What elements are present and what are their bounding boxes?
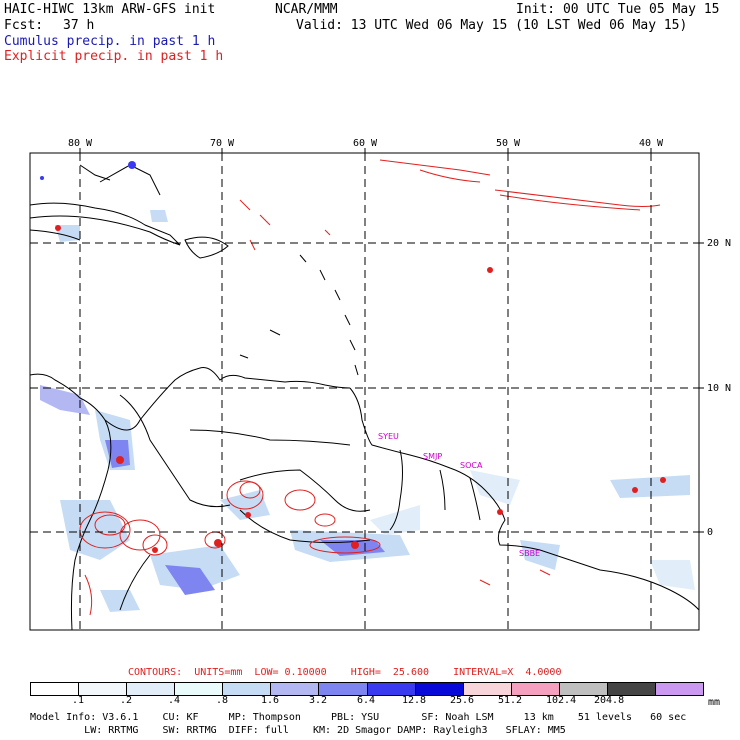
lon-label-80w: 80 W <box>68 138 93 149</box>
colorbar-tick-label: 25.6 <box>450 695 475 706</box>
colorbar-labels: .1 .2 .4 .8 1.6 3.2 6.4 12.8 25.6 51.2 102.4 204.8 <box>30 695 702 707</box>
colorbar-tick-label: 204.8 <box>594 695 625 706</box>
explicit-legend: Explicit precip. in past 1 h <box>4 49 224 64</box>
lat-label-20n: 20 N <box>707 238 731 249</box>
lat-label-10n: 10 N <box>707 383 731 394</box>
model-title: HAIC-HIWC 13km ARW-GFS init <box>4 2 216 17</box>
coastlines <box>29 164 700 631</box>
colorbar-swatch <box>511 683 560 695</box>
lon-label-60w: 60 W <box>353 138 378 149</box>
cumulus-legend: Cumulus precip. in past 1 h <box>4 34 216 49</box>
station-label-soca: SOCA <box>460 461 483 470</box>
lon-label-40w: 40 W <box>639 138 664 149</box>
lat-label-eq: 0 <box>707 527 713 538</box>
model-info-line1: Model Info: V3.6.1 CU: KF MP: Thompson P… <box>30 712 687 723</box>
frame-ticks <box>79 148 704 533</box>
colorbar-tick-label: .1 <box>71 695 85 706</box>
lon-label-50w: 50 W <box>496 138 521 149</box>
colorbar-swatch <box>463 683 512 695</box>
colorbar-tick-label: .8 <box>215 695 229 706</box>
graticule <box>30 153 699 630</box>
colorbar-swatch <box>31 683 80 695</box>
cumulus-precip-areas <box>40 210 695 612</box>
forecast-hours: 37 h <box>63 18 95 33</box>
colorbar-swatch <box>175 683 224 695</box>
colorbar-tick-label: 3.2 <box>308 695 328 706</box>
forecast-label: Fcst: <box>4 18 44 33</box>
colorbar-tick-label: 1.6 <box>260 695 280 706</box>
model-info-line2: LW: RRTMG SW: RRTMG DIFF: full KM: 2D Sm… <box>30 725 566 736</box>
colorbar-swatch <box>79 683 128 695</box>
station-label-syeu: SYEU <box>378 432 399 441</box>
colorbar <box>30 682 704 696</box>
colorbar-swatch <box>271 683 320 695</box>
lesser-antilles <box>239 254 359 376</box>
colorbar-swatch <box>607 683 657 695</box>
explicit-precip-contours <box>79 159 661 616</box>
init-time: Init: 00 UTC Tue 05 May 15 <box>516 2 720 17</box>
colorbar-tick-label: .2 <box>119 695 133 706</box>
station-label-smjp: SMJP <box>423 452 442 461</box>
contours-info: CONTOURS: UNITS=mm LOW= 0.10000 HIGH= 25… <box>128 667 562 678</box>
colorbar-swatch <box>367 683 416 695</box>
colorbar-swatch <box>223 683 272 695</box>
valid-time: Valid: 13 UTC Wed 06 May 15 (10 LST Wed … <box>296 18 688 33</box>
colorbar-tick-label: .4 <box>167 695 181 706</box>
colorbar-unit: mm <box>708 697 721 708</box>
colorbar-tick-label: 51.2 <box>498 695 523 706</box>
colorbar-swatch <box>127 683 176 695</box>
colorbar-swatch <box>319 683 368 695</box>
org-label: NCAR/MMM <box>275 2 338 17</box>
colorbar-tick-label: 6.4 <box>356 695 376 706</box>
colorbar-swatch <box>415 683 464 695</box>
colorbar-swatch <box>656 683 704 695</box>
colorbar-swatch <box>559 683 608 695</box>
lon-label-70w: 70 W <box>210 138 235 149</box>
station-label-sbbe: SBBE <box>519 549 540 558</box>
colorbar-tick-label: 102.4 <box>546 695 577 706</box>
dense-cumulus-spots <box>40 161 136 180</box>
heavy-precip-spots <box>55 225 666 553</box>
colorbar-tick-label: 12.8 <box>402 695 427 706</box>
